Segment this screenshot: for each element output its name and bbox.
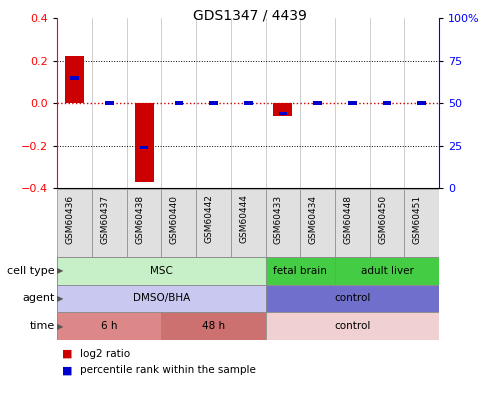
Text: log2 ratio: log2 ratio	[80, 349, 130, 359]
Text: ▶: ▶	[57, 322, 63, 330]
Bar	[175, 101, 183, 105]
Text: MSC: MSC	[150, 266, 173, 276]
Bar	[273, 103, 292, 116]
Bar	[209, 101, 218, 105]
Bar	[265, 257, 335, 285]
Text: agent: agent	[22, 294, 55, 303]
Bar	[231, 189, 265, 257]
Bar	[140, 146, 148, 149]
Bar	[244, 101, 252, 105]
Bar	[335, 189, 370, 257]
Bar	[383, 101, 391, 105]
Bar	[162, 312, 265, 340]
Text: control: control	[334, 294, 371, 303]
Text: GSM60444: GSM60444	[239, 194, 248, 243]
Bar	[418, 101, 426, 105]
Bar	[278, 112, 287, 115]
Bar	[348, 101, 357, 105]
Bar	[70, 76, 79, 80]
Text: ■: ■	[62, 349, 73, 359]
Text: adult liver: adult liver	[361, 266, 414, 276]
Text: fetal brain: fetal brain	[273, 266, 327, 276]
Bar	[265, 312, 439, 340]
Text: GSM60450: GSM60450	[378, 194, 387, 244]
Bar	[370, 189, 404, 257]
Bar	[404, 189, 439, 257]
Bar	[265, 285, 439, 312]
Bar	[196, 189, 231, 257]
Text: DMSO/BHA: DMSO/BHA	[133, 294, 190, 303]
Text: 48 h: 48 h	[202, 321, 225, 331]
Text: percentile rank within the sample: percentile rank within the sample	[80, 365, 255, 375]
Text: GSM60433: GSM60433	[274, 194, 283, 244]
Text: ▶: ▶	[57, 294, 63, 303]
Bar	[127, 189, 162, 257]
Text: ▶: ▶	[57, 266, 63, 275]
Bar	[92, 189, 127, 257]
Bar	[57, 189, 92, 257]
Bar	[57, 312, 162, 340]
Text: GSM60451: GSM60451	[413, 194, 422, 244]
Text: GSM60448: GSM60448	[343, 194, 352, 243]
Bar	[300, 189, 335, 257]
Bar	[105, 101, 114, 105]
Text: control: control	[334, 321, 371, 331]
Text: 6 h: 6 h	[101, 321, 118, 331]
Text: ■: ■	[62, 365, 73, 375]
Text: time: time	[29, 321, 55, 331]
Text: GSM60438: GSM60438	[135, 194, 144, 244]
Text: GSM60440: GSM60440	[170, 194, 179, 243]
Bar	[65, 56, 84, 103]
Text: GSM60436: GSM60436	[66, 194, 75, 244]
Bar	[57, 285, 265, 312]
Text: GSM60434: GSM60434	[309, 194, 318, 243]
Text: GSM60442: GSM60442	[205, 194, 214, 243]
Text: GSM60437: GSM60437	[100, 194, 109, 244]
Bar	[313, 101, 322, 105]
Bar	[57, 257, 265, 285]
Text: cell type: cell type	[7, 266, 55, 276]
Text: GDS1347 / 4439: GDS1347 / 4439	[193, 9, 306, 23]
Bar	[265, 189, 300, 257]
Bar	[135, 103, 154, 182]
Bar	[335, 257, 439, 285]
Bar	[162, 189, 196, 257]
